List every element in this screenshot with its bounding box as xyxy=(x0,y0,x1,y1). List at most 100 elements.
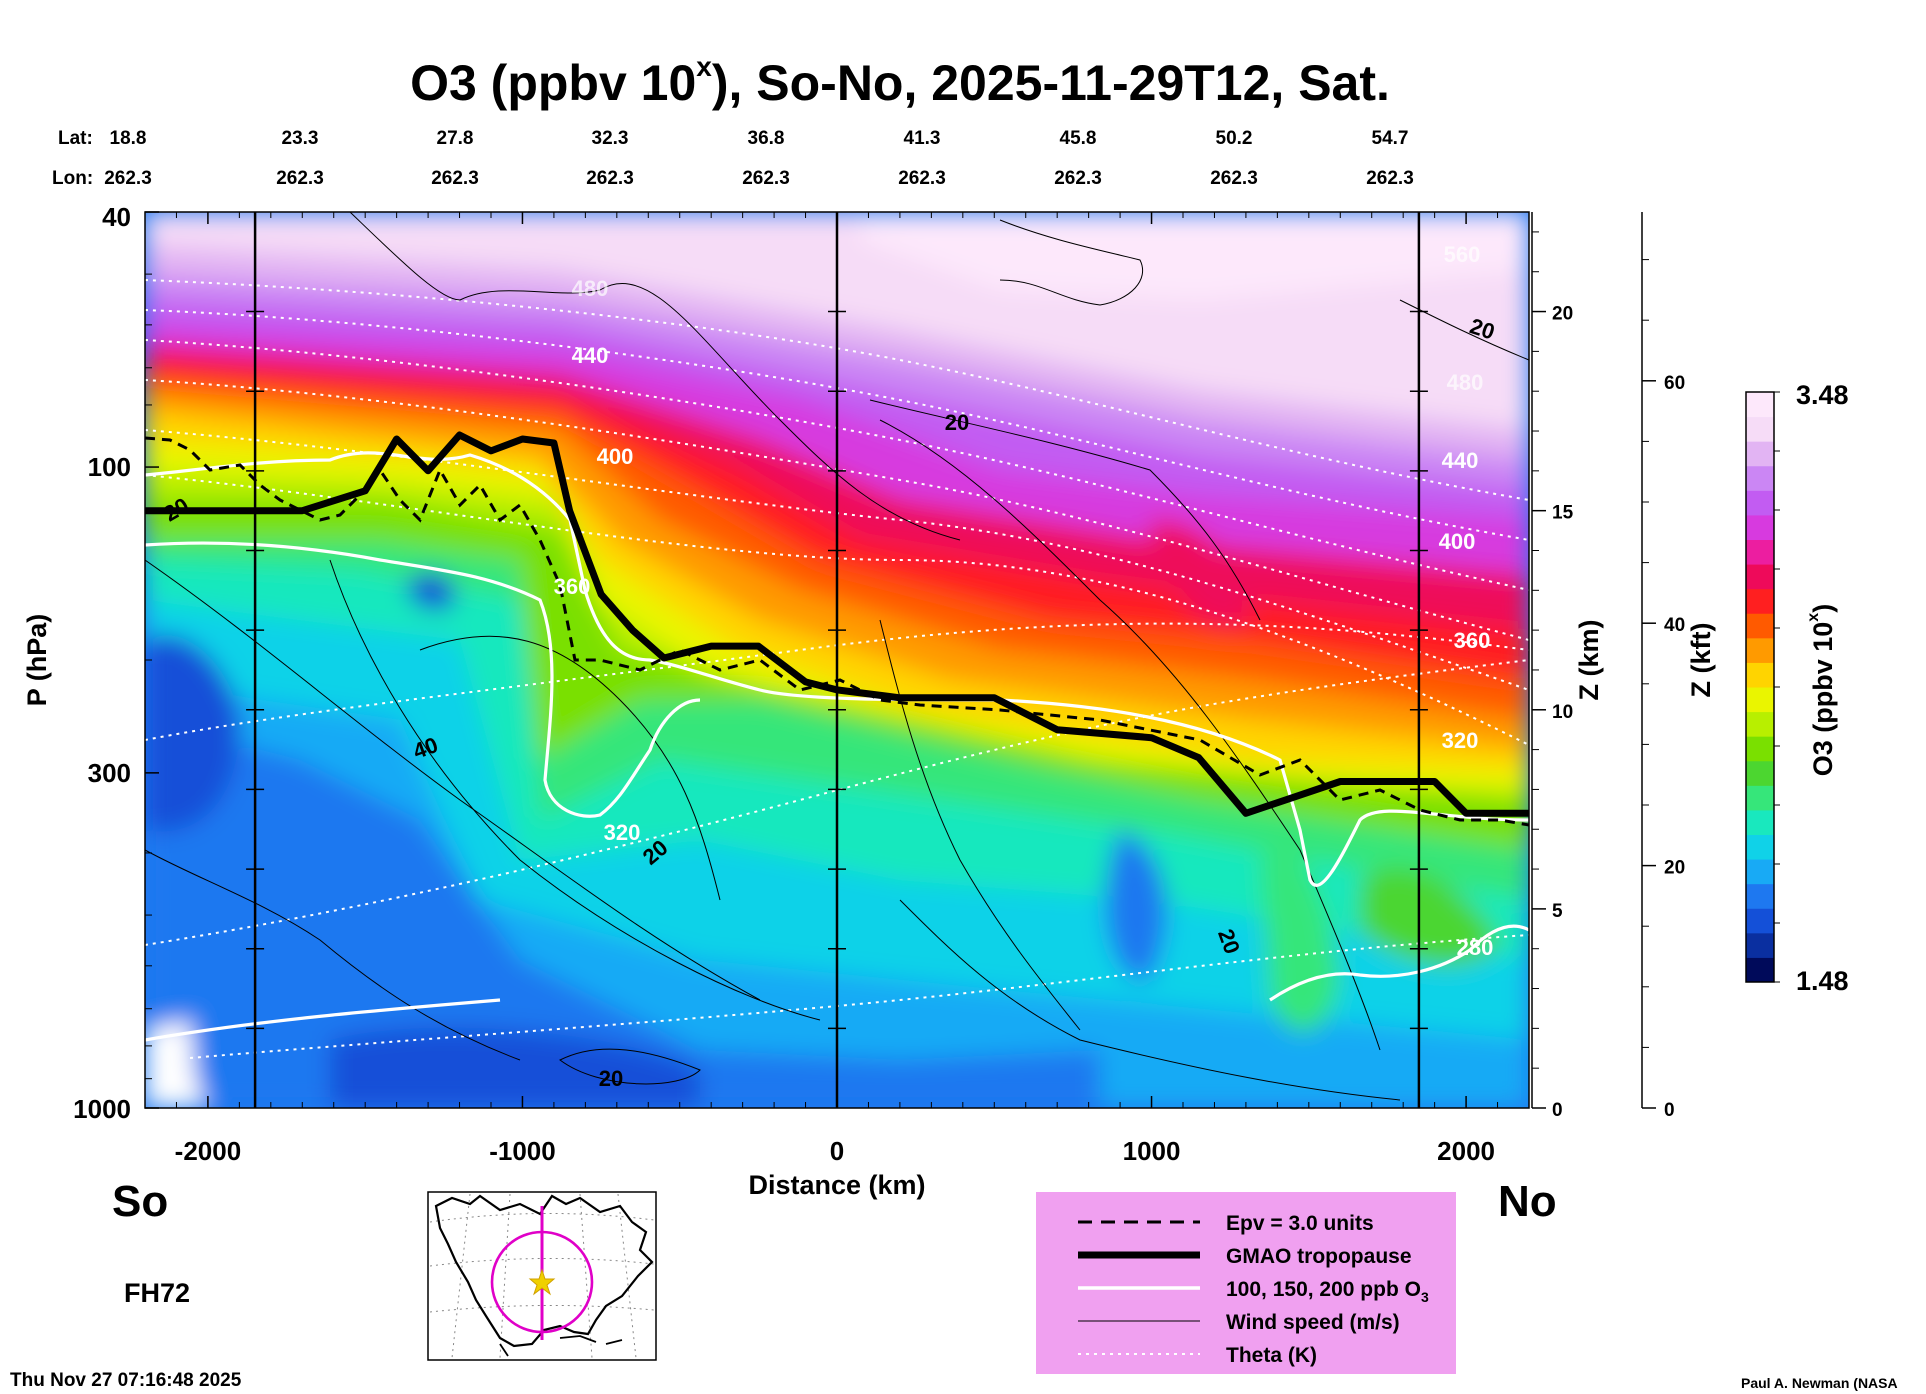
x-tick-label: 2000 xyxy=(1437,1136,1495,1166)
x-tick-label: -1000 xyxy=(489,1136,556,1166)
wind-speed-line xyxy=(349,212,961,541)
timestamp: Thu Nov 27 07:16:48 2025 xyxy=(10,1370,242,1391)
legend-label: 100, 150, 200 ppb O3 xyxy=(1226,1278,1429,1305)
north-label: No xyxy=(1498,1177,1557,1226)
colorbar-swatches xyxy=(1746,392,1774,983)
colorbar-min-label: 1.48 xyxy=(1796,966,1849,996)
ozone-feature xyxy=(1260,849,1340,1033)
colorbar-max-label: 3.48 xyxy=(1796,380,1849,410)
colorbar-swatch xyxy=(1746,711,1774,737)
z-kft-tick-label: 0 xyxy=(1664,1100,1675,1121)
colorbar-swatch xyxy=(1746,809,1774,835)
theta-contour-label: 360 xyxy=(1454,628,1491,653)
theta-line xyxy=(189,934,1529,1059)
colorbar-swatch xyxy=(1746,687,1774,713)
colorbar-swatch xyxy=(1746,514,1774,540)
colorbar-title: O3 (ppbv 10x) xyxy=(1805,604,1838,776)
z-km-axis: Z (km) 0 5 10 15 20 xyxy=(1531,212,1604,1121)
theta-contour-label: 360 xyxy=(554,574,591,599)
lon-value: 262.3 xyxy=(104,168,152,189)
x-tick-label: -2000 xyxy=(175,1136,242,1166)
lon-value: 262.3 xyxy=(586,168,634,189)
theta-contour-label: 440 xyxy=(1442,448,1479,473)
wind-speed-line xyxy=(999,219,1144,306)
x-tick-label: 1000 xyxy=(1123,1136,1181,1166)
wind-speed-line xyxy=(1399,299,1529,361)
legend-label: Theta (K) xyxy=(1226,1344,1317,1367)
ozone-feature xyxy=(405,573,456,611)
wind-speed-line xyxy=(899,899,1401,1101)
z-km-tick-label: 20 xyxy=(1552,304,1573,325)
colorbar-swatch xyxy=(1746,564,1774,590)
lon-value: 262.3 xyxy=(1366,168,1414,189)
x-axis-ticks: -2000 -1000 0 1000 2000 xyxy=(144,212,1530,1166)
ozone-feature xyxy=(145,634,240,832)
ozone-ppb-contour xyxy=(145,541,701,818)
x-tick-label: 0 xyxy=(830,1136,844,1166)
theta-contour-label: 320 xyxy=(604,820,641,845)
ozone-feature xyxy=(1360,868,1500,966)
map-caribbean xyxy=(499,1335,623,1357)
lat-guide-lines xyxy=(246,212,1428,1108)
theta-contour-label: 480 xyxy=(572,276,609,301)
colorbar-swatch xyxy=(1746,908,1774,934)
colorbar-swatch xyxy=(1746,932,1774,958)
theta-contour-label: 320 xyxy=(1442,728,1479,753)
colorbar-swatch xyxy=(1746,490,1774,516)
south-label: So xyxy=(112,1177,168,1226)
colorbar-swatch xyxy=(1746,465,1774,491)
map-coastlines xyxy=(434,1194,654,1348)
wind-contour-label: 20 xyxy=(945,410,969,435)
legend-label: GMAO tropopause xyxy=(1226,1245,1412,1268)
y-tick-label: 40 xyxy=(102,202,131,232)
ozone-feature xyxy=(860,212,1529,300)
wind-speed-line xyxy=(879,619,1081,1031)
z-kft-tick-label: 20 xyxy=(1664,858,1685,879)
ozone-ppb-contour xyxy=(1269,924,1529,1002)
colorbar-swatch xyxy=(1746,883,1774,909)
lon-value: 262.3 xyxy=(1210,168,1258,189)
legend-label: Wind speed (m/s) xyxy=(1226,1311,1400,1334)
colorbar-swatch xyxy=(1746,957,1774,983)
lon-value: 262.3 xyxy=(898,168,946,189)
ozone-feature xyxy=(1150,520,1250,626)
lat-lon-header: Lat: Lon: 18.8 23.3 27.8 32.3 36.8 41.3 45.8 50… xyxy=(52,128,1414,189)
colorbar-swatch xyxy=(1746,392,1774,418)
lon-value: 262.3 xyxy=(1054,168,1102,189)
theta-contour-label: 440 xyxy=(572,343,609,368)
x-axis-title: Distance (km) xyxy=(748,1170,925,1200)
lon-value: 262.3 xyxy=(276,168,324,189)
z-km-tick-label: 15 xyxy=(1552,503,1574,524)
lon-label: Lon: xyxy=(52,168,93,189)
theta-line xyxy=(145,659,1529,946)
lat-label: Lat: xyxy=(58,128,93,149)
chart-title: O3 (ppbv 10x), So-No, 2025-11-29T12, Sat… xyxy=(410,51,1390,111)
colorbar: 3.48 1.48 O3 (ppbv 10x) xyxy=(1745,380,1849,996)
z-km-tick-label: 0 xyxy=(1552,1100,1563,1121)
theta-contour-label: 400 xyxy=(597,444,634,469)
lat-value: 27.8 xyxy=(437,128,474,149)
ozone-ppb-contour xyxy=(145,451,1529,887)
theta-line xyxy=(145,339,1529,591)
lat-value: 23.3 xyxy=(282,128,319,149)
theta-contour-label: 560 xyxy=(1444,242,1481,267)
colorbar-swatch xyxy=(1746,736,1774,762)
overlay-lines xyxy=(145,212,1529,1101)
lat-value: 32.3 xyxy=(592,128,629,149)
y-tick-label: 300 xyxy=(88,758,131,788)
wind-speed-line xyxy=(145,559,761,1001)
z-km-tick-label: 5 xyxy=(1552,901,1563,922)
ozone-feature xyxy=(1105,830,1167,981)
wind-contour-label: 20 xyxy=(599,1066,623,1091)
colorbar-swatch xyxy=(1746,834,1774,860)
wind-speed-line xyxy=(329,559,821,1021)
theta-contour-label: 280 xyxy=(1457,935,1494,960)
colorbar-swatch xyxy=(1746,662,1774,688)
z-km-tick-label: 10 xyxy=(1552,702,1573,723)
lat-value: 45.8 xyxy=(1060,128,1097,149)
y-axis-title: P (hPa) xyxy=(22,614,52,707)
wind-speed-line xyxy=(559,1048,701,1085)
colorbar-swatch xyxy=(1746,785,1774,811)
z-kft-axis: Z (kft) 0 20 40 60 xyxy=(1641,212,1716,1121)
